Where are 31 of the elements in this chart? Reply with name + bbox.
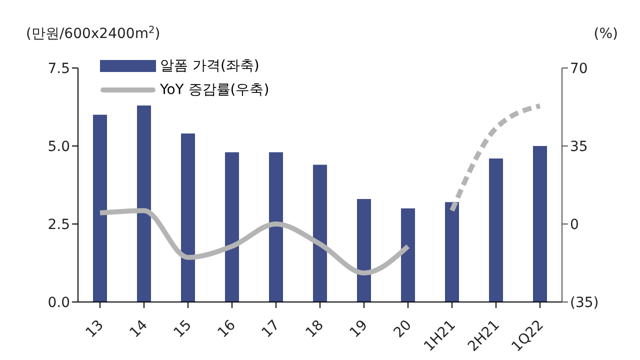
bar — [533, 146, 547, 302]
y2-tick-label: (35) — [570, 294, 599, 311]
y-tick-label: 7.5 — [48, 60, 70, 77]
bar — [313, 164, 327, 302]
x-tick-label: 16 — [214, 317, 239, 342]
x-tick-label: 13 — [82, 317, 107, 342]
bar — [445, 202, 459, 302]
x-tick-label: 19 — [346, 317, 371, 342]
y2-tick-label: 0 — [570, 216, 579, 233]
bar — [401, 208, 415, 302]
bar — [181, 134, 195, 302]
x-tick-label: 17 — [258, 317, 283, 342]
bar — [357, 199, 371, 302]
bar — [225, 152, 239, 302]
bar — [93, 114, 107, 302]
x-tick-label: 18 — [302, 317, 327, 342]
y2-tick-label: 35 — [570, 138, 588, 155]
y2-axis-title: (%) — [594, 26, 618, 42]
bar — [489, 158, 503, 302]
x-tick-label: 20 — [390, 317, 415, 342]
legend-label: 알폼 가격(좌축) — [160, 57, 260, 75]
y2-tick-label: 70 — [570, 60, 588, 77]
y-tick-label: 0.0 — [48, 294, 70, 311]
bar — [137, 105, 151, 302]
x-tick-label: 14 — [126, 317, 151, 342]
bar — [269, 152, 283, 302]
y-tick-label: 5.0 — [48, 138, 70, 155]
y-tick-label: 2.5 — [48, 216, 70, 233]
y-axis-title: (만원/600x2400m$^{2}$) — [26, 24, 160, 42]
legend-label: YoY 증감률(우축) — [160, 81, 270, 99]
x-tick-label: 15 — [170, 317, 195, 342]
